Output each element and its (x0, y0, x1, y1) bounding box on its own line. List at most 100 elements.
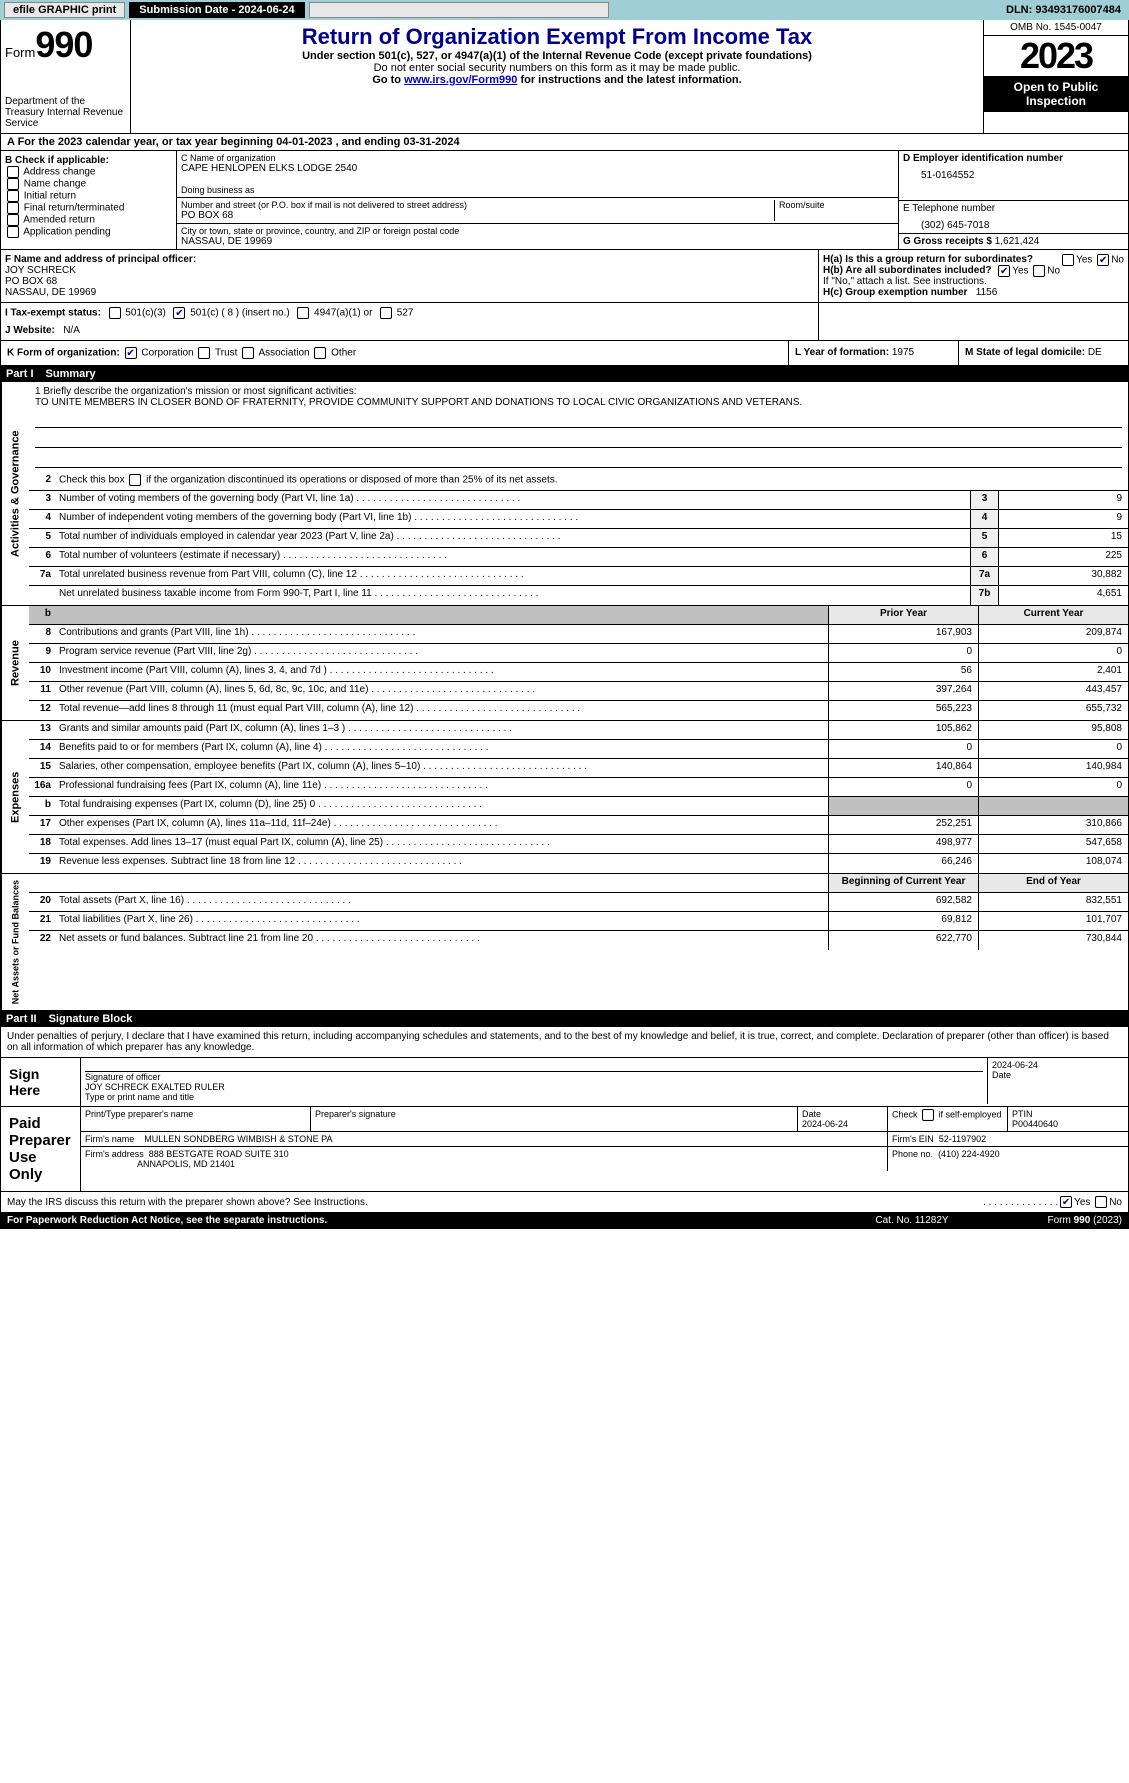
goto-suffix: for instructions and the latest informat… (517, 74, 741, 86)
firm-addr-cell: Firm's address 888 BESTGATE ROAD SUITE 3… (81, 1147, 888, 1171)
dept-treasury: Department of the Treasury Internal Reve… (5, 96, 126, 129)
form-title: Return of Organization Exempt From Incom… (135, 24, 979, 50)
phone-value: (302) 645-7018 (903, 214, 1124, 231)
m-label: M State of legal domicile: (965, 347, 1085, 358)
hb-yes[interactable] (998, 265, 1010, 277)
ha-no[interactable] (1097, 254, 1109, 266)
k-other[interactable] (314, 347, 326, 359)
yes-text-2: Yes (1012, 266, 1028, 277)
discuss-no-txt: No (1109, 1197, 1122, 1208)
firm-name-cell: Firm's name MULLEN SONDBERG WIMBISH & ST… (81, 1132, 888, 1146)
i-501c3[interactable] (109, 307, 121, 319)
form-number: 990 (35, 24, 92, 65)
gov-line: 5Total number of individuals employed in… (29, 529, 1128, 548)
vtab-na: Net Assets or Fund Balances (1, 874, 29, 1010)
hb-label: H(b) Are all subordinates included? (823, 265, 992, 276)
efile-button[interactable]: efile GRAPHIC print (4, 2, 125, 18)
discuss-yes[interactable] (1060, 1196, 1072, 1208)
hb-no[interactable] (1033, 265, 1045, 277)
ein-val: 52-1197902 (939, 1134, 986, 1144)
data-line: 9Program service revenue (Part VIII, lin… (29, 644, 1128, 663)
mission-text: TO UNITE MEMBERS IN CLOSER BOND OF FRATE… (35, 397, 1122, 408)
m-value: DE (1088, 347, 1102, 358)
discuss-no[interactable] (1095, 1196, 1107, 1208)
b-option: Final return/terminated (5, 202, 172, 214)
b-opt-chk[interactable] (7, 214, 19, 226)
h-block: H(a) Is this a group return for subordin… (818, 250, 1128, 302)
data-line: 12Total revenue—add lines 8 through 11 (… (29, 701, 1128, 720)
i-o2: 501(c) ( 8 ) (insert no.) (190, 308, 289, 319)
firm-lbl: Firm's name (85, 1134, 134, 1144)
discuss-row: May the IRS discuss this return with the… (0, 1192, 1129, 1213)
gov-section: Activities & Governance 1 Briefly descri… (0, 382, 1129, 606)
data-line: 14Benefits paid to or for members (Part … (29, 740, 1128, 759)
i-o1: 501(c)(3) (125, 308, 166, 319)
k-assoc[interactable] (242, 347, 254, 359)
line2-chk[interactable] (129, 474, 141, 486)
col-de: D Employer identification number 51-0164… (898, 151, 1128, 249)
self-emp-chk[interactable] (922, 1109, 934, 1121)
gross-receipts: 1,621,424 (995, 236, 1040, 247)
b-opt-chk[interactable] (7, 178, 19, 190)
firm-addr-lbl: Firm's address (85, 1149, 144, 1159)
i-527[interactable] (380, 307, 392, 319)
ptin-val: P00440640 (1012, 1119, 1058, 1129)
form-subtitle-1: Under section 501(c), 527, or 4947(a)(1)… (135, 50, 979, 62)
data-line: 18Total expenses. Add lines 13–17 (must … (29, 835, 1128, 854)
k-trust[interactable] (198, 347, 210, 359)
blank-bar (309, 2, 609, 18)
goto-line: Go to www.irs.gov/Form990 for instructio… (135, 74, 979, 86)
b-opt-chk[interactable] (7, 202, 19, 214)
b-opt-chk[interactable] (7, 190, 19, 202)
j-label: J Website: (5, 325, 55, 336)
no-text: No (1111, 255, 1124, 266)
col-c: C Name of organization CAPE HENLOPEN ELK… (177, 151, 898, 249)
k-o1: Corporation (141, 348, 193, 359)
ptin-lbl: PTIN (1012, 1109, 1033, 1119)
firm-addr2: ANNAPOLIS, MD 21401 (137, 1159, 235, 1169)
prior-year-hdr: Prior Year (828, 606, 978, 624)
k-o3: Association (258, 348, 309, 359)
k-corp[interactable] (125, 347, 137, 359)
b-opt-chk[interactable] (7, 226, 19, 238)
paid-block: Paid Preparer Use Only Print/Type prepar… (0, 1107, 1129, 1192)
form-subtitle-2: Do not enter social security numbers on … (135, 62, 979, 74)
header-left: Form990 Department of the Treasury Inter… (1, 20, 131, 133)
prep-date-lbl: Date (802, 1109, 821, 1119)
vtab-exp: Expenses (1, 721, 29, 873)
e-label: E Telephone number (903, 203, 1124, 214)
sign-block: Sign Here Signature of officer JOY SCHRE… (0, 1058, 1129, 1107)
penalty-text: Under penalties of perjury, I declare th… (0, 1027, 1129, 1058)
b-label: B Check if applicable: (5, 155, 172, 166)
city-label: City or town, state or province, country… (181, 226, 894, 236)
l-label: L Year of formation: (795, 347, 889, 358)
officer-addr2: NASSAU, DE 19969 (5, 287, 96, 298)
irs-link[interactable]: www.irs.gov/Form990 (404, 74, 517, 86)
b-opt-chk[interactable] (7, 166, 19, 178)
b-option: Application pending (5, 226, 172, 238)
dba-label: Doing business as (181, 185, 894, 195)
gov-line: 4Number of independent voting members of… (29, 510, 1128, 529)
mission-label: 1 Briefly describe the organization's mi… (35, 386, 1122, 397)
rev-section: Revenue b Prior Year Current Year 8Contr… (0, 606, 1129, 721)
f-block: F Name and address of principal officer:… (1, 250, 818, 302)
g-label: G Gross receipts $ (903, 236, 992, 247)
k-label: K Form of organization: (7, 348, 120, 359)
end-year-hdr: End of Year (978, 874, 1128, 892)
ha-yes[interactable] (1062, 254, 1074, 266)
gov-line: 6Total number of volunteers (estimate if… (29, 548, 1128, 567)
line2-num: 2 (29, 472, 55, 490)
i-501c[interactable] (173, 307, 185, 319)
row-klm: K Form of organization: Corporation Trus… (0, 341, 1129, 366)
sig-date: 2024-06-24 (992, 1060, 1124, 1070)
data-line: 17Other expenses (Part IX, column (A), l… (29, 816, 1128, 835)
prep-date-cell: Date 2024-06-24 (798, 1107, 888, 1131)
d-label: D Employer identification number (903, 153, 1124, 164)
i-4947[interactable] (297, 307, 309, 319)
website-value: N/A (63, 325, 80, 336)
ein-value: 51-0164552 (903, 164, 1124, 181)
data-line: 11Other revenue (Part VIII, column (A), … (29, 682, 1128, 701)
na-section: Net Assets or Fund Balances Beginning of… (0, 874, 1129, 1011)
org-address: PO BOX 68 (181, 210, 774, 221)
open-public: Open to Public Inspection (984, 76, 1128, 112)
